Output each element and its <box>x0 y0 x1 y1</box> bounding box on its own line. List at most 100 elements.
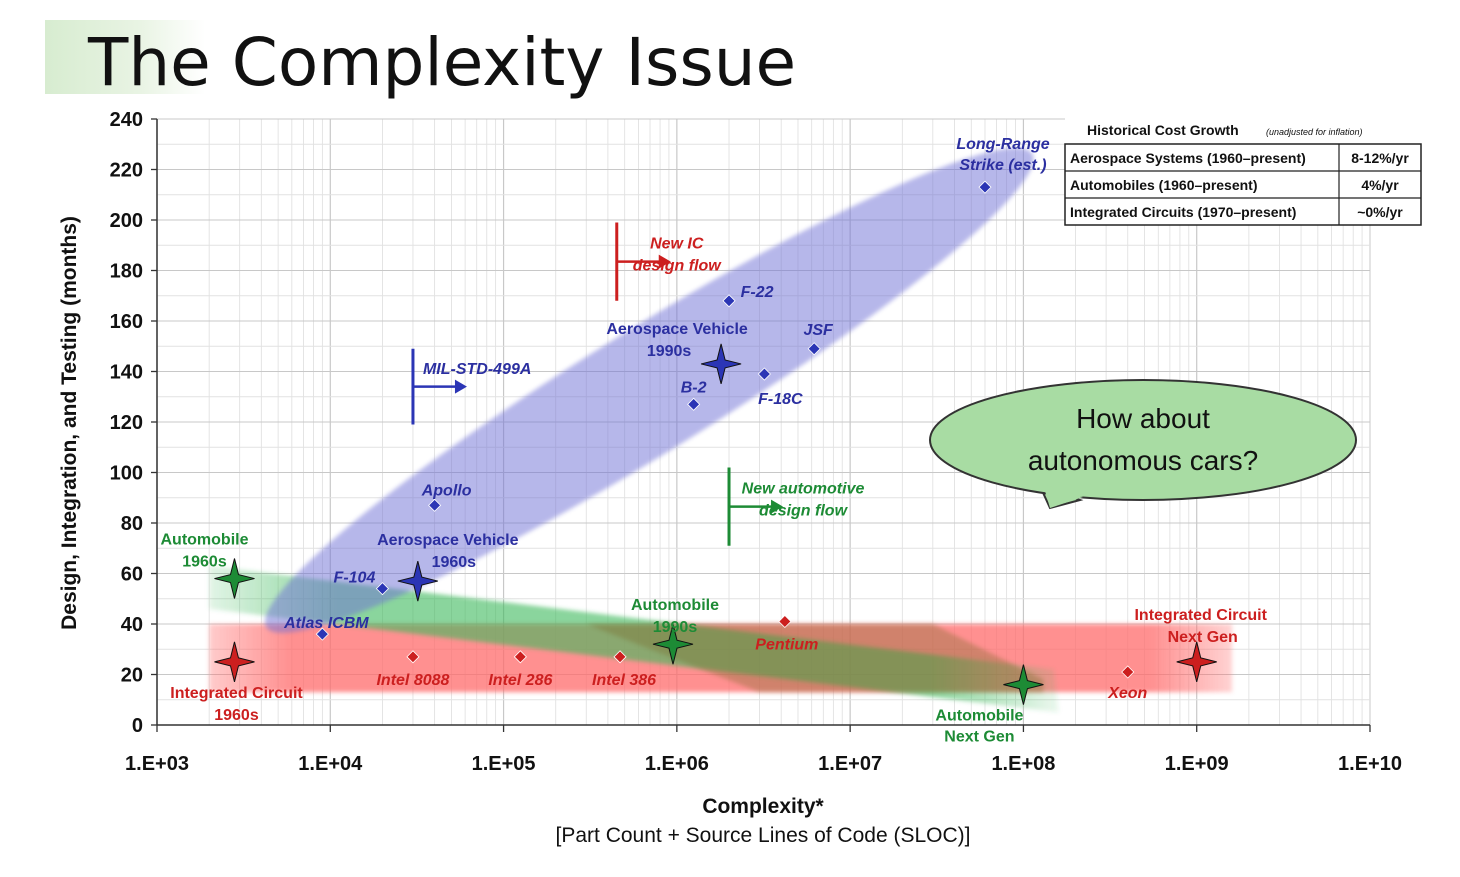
point-label: F-18C <box>758 391 803 408</box>
aerospace-point <box>428 498 442 512</box>
y-tick-label: 240 <box>110 109 143 131</box>
annotation-label: design flow <box>633 258 723 275</box>
y-tick-label: 140 <box>110 362 143 384</box>
ic-point <box>778 614 792 629</box>
automobile-milestone-star <box>214 558 255 599</box>
aerospace-point <box>807 342 821 356</box>
title-accent-band <box>45 20 205 94</box>
point-label: Intel 386 <box>592 672 656 689</box>
chart-axes: 0 20 40 60 80 100 120 140 160 180 200 220 240 1.E+03 1… <box>110 109 1402 775</box>
point-label: Atlas ICBM <box>283 615 369 632</box>
aerospace-point <box>978 180 992 194</box>
milestone-label: Integrated Circuit <box>1134 607 1267 624</box>
automobile-milestone-star <box>1003 664 1044 705</box>
band-overlap <box>586 624 1044 693</box>
milestone-label: Automobile <box>631 597 719 614</box>
point-label: F-104 <box>334 570 376 587</box>
aerospace-trend-ellipse <box>264 147 1034 633</box>
ic-point <box>1121 665 1135 679</box>
point-label: Xeon <box>1107 685 1147 702</box>
aerospace-point <box>757 367 771 381</box>
x-axis-label: Complexity* <box>702 795 824 818</box>
annotation-label: design flow <box>759 502 849 519</box>
aerospace-point <box>375 582 390 596</box>
table-row-label: Automobiles (1960–present) <box>1070 177 1258 193</box>
table-header-note: (unadjusted for inflation) <box>1266 127 1363 137</box>
annotation-arrowhead <box>454 379 467 394</box>
ic-milestone-star <box>1176 641 1217 682</box>
table-row-value: 8-12%/yr <box>1351 150 1409 166</box>
aerospace-point <box>687 397 701 411</box>
milestone-label: Next Gen <box>1168 629 1238 646</box>
design-flow-annotations: MIL-STD-499A New IC design flow New automot… <box>411 222 865 546</box>
milestone-label: Automobile <box>160 532 248 549</box>
y-tick-label: 120 <box>110 412 143 434</box>
aerospace-point <box>315 627 329 641</box>
point-label: Long-Range <box>956 136 1049 153</box>
milestone-label: 1990s <box>647 343 692 360</box>
annotation-arrowhead <box>658 254 671 269</box>
y-tick-label: 200 <box>110 210 143 232</box>
point-label: F-22 <box>741 284 774 301</box>
x-tick-label: 1.E+07 <box>818 753 882 775</box>
y-tick-label: 60 <box>121 564 143 586</box>
table-frame <box>1064 143 1422 226</box>
milestone-label: Next Gen <box>944 729 1014 746</box>
data-marks: Atlas ICBM F-104 Apollo B-2 F-18C F-22 JSF Long… <box>160 136 1267 745</box>
point-label: B-2 <box>681 379 707 396</box>
y-tick-label: 220 <box>110 160 143 182</box>
aerospace-milestone-star <box>397 560 438 602</box>
table-row-value: ~0%/yr <box>1357 204 1403 220</box>
milestone-label: Integrated Circuit <box>170 685 303 702</box>
point-label: Intel 286 <box>488 672 552 689</box>
x-tick-label: 1.E+08 <box>991 753 1055 775</box>
milestone-label: 1990s <box>653 619 698 636</box>
ic-point <box>406 650 420 664</box>
x-tick-label: 1.E+10 <box>1338 753 1402 775</box>
table-header: Historical Cost Growth <box>1087 122 1239 138</box>
aerospace-point <box>722 294 736 308</box>
table-row-value: 4%/yr <box>1361 177 1399 193</box>
y-tick-label: 40 <box>121 614 143 636</box>
x-tick-label: 1.E+04 <box>298 753 363 775</box>
y-tick-label: 20 <box>121 665 143 687</box>
milestone-label: Automobile <box>935 708 1023 725</box>
annotation-label: New IC <box>650 236 704 253</box>
annotation-label: New automotive <box>742 480 865 497</box>
x-tick-label: 1.E+05 <box>472 753 536 775</box>
y-axis-label: Design, Integration, and Testing (months… <box>58 216 81 630</box>
speech-bubble: How about autonomous cars? <box>929 379 1357 510</box>
milestone-label: 1960s <box>432 554 477 571</box>
point-label: JSF <box>803 322 834 339</box>
y-tick-label: 80 <box>121 513 143 535</box>
ic-point <box>613 650 627 664</box>
point-label: Strike (est.) <box>959 157 1046 174</box>
ic-point <box>513 650 527 664</box>
point-label: Intel 8088 <box>376 672 449 689</box>
point-label: Pentium <box>755 636 818 653</box>
x-tick-label: 1.E+09 <box>1165 753 1229 775</box>
callout-line-2: autonomous cars? <box>1028 445 1258 476</box>
ic-milestone-star <box>214 641 255 682</box>
annotation-arrowhead <box>771 499 784 514</box>
y-tick-label: 180 <box>110 261 143 283</box>
x-axis-sublabel: [Part Count + Source Lines of Code (SLOC… <box>556 824 971 847</box>
point-label: Apollo <box>421 482 472 499</box>
page-title: The Complexity Issue <box>88 24 797 101</box>
y-tick-label: 160 <box>110 311 143 333</box>
table-row-label: Aerospace Systems (1960–present) <box>1070 150 1306 166</box>
automobile-milestone-star <box>652 624 694 665</box>
annotation-label: MIL-STD-499A <box>423 361 531 378</box>
x-tick-label: 1.E+06 <box>645 753 709 775</box>
table-row-label: Integrated Circuits (1970–present) <box>1070 204 1296 220</box>
milestone-label: Aerospace Vehicle <box>377 532 519 549</box>
cost-growth-table: Historical Cost Growth (unadjusted for i… <box>1064 118 1422 226</box>
milestone-label: 1960s <box>182 554 227 571</box>
x-tick-label: 1.E+03 <box>125 753 189 775</box>
milestone-label: 1960s <box>214 707 259 724</box>
aerospace-milestone-star <box>700 343 742 385</box>
y-tick-label: 100 <box>110 463 143 485</box>
milestone-label: Aerospace Vehicle <box>606 321 748 338</box>
trend-bands <box>209 147 1233 713</box>
